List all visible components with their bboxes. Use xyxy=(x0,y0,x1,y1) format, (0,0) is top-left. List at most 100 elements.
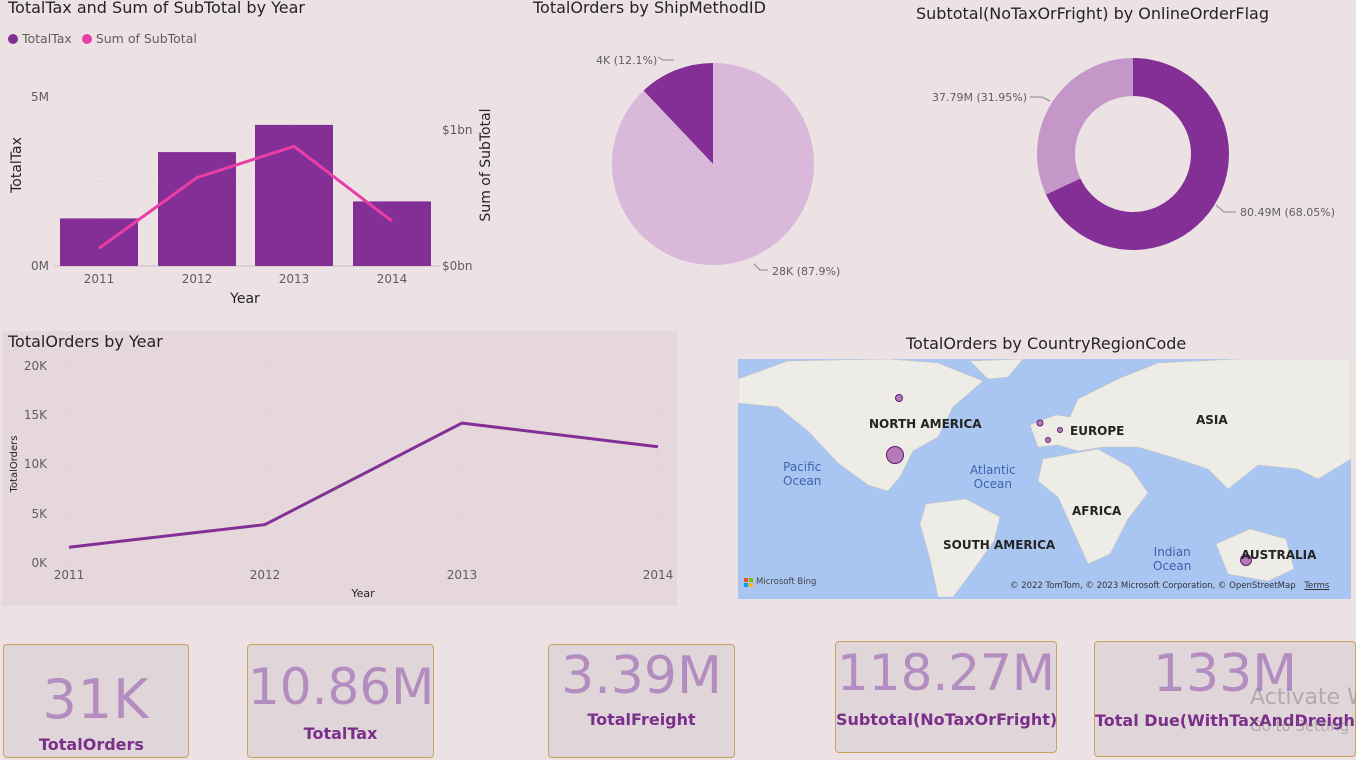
label-pacific-ocean: Pacific Ocean xyxy=(783,460,821,488)
bubble-united-kingdom[interactable] xyxy=(1036,419,1044,427)
bing-logo: Microsoft Bing xyxy=(744,577,816,587)
orders-x-tick-2011: 2011 xyxy=(54,568,85,582)
indian-ocean-line2: Ocean xyxy=(1153,559,1192,573)
orders-line-chart[interactable]: 20K 15K 10K 5K 0K TotalOrders 2011 2012 … xyxy=(0,330,680,606)
south-america-shape xyxy=(919,498,1001,598)
card-total-tax-value: 10.86M xyxy=(248,658,434,716)
online-slice-small[interactable] xyxy=(1037,58,1133,195)
ship-leader-small xyxy=(657,56,674,61)
bubble-australia[interactable] xyxy=(1240,554,1252,566)
eurasia-shape xyxy=(1029,359,1351,490)
label-south-america: SOUTH AMERICA xyxy=(943,538,1056,552)
atlantic-ocean-line2: Ocean xyxy=(973,477,1013,491)
tax-chart-title: TotalTax and Sum of SubTotal by Year xyxy=(8,0,306,17)
online-label-large: 80.49M (68.05%) xyxy=(1240,206,1335,219)
country-map[interactable]: NORTH AMERICA EUROPE ASIA AFRICA SOUTH A… xyxy=(738,359,1351,599)
card-total-due-label: Total Due(WithTaxAndDreight) xyxy=(1095,711,1356,730)
tax-x-tick-2012: 2012 xyxy=(182,272,213,286)
card-total-freight-label: TotalFreight xyxy=(587,710,696,729)
orders-x-tick-2013: 2013 xyxy=(447,568,478,582)
online-leader-large xyxy=(1215,204,1236,213)
tax-x-tick-2011: 2011 xyxy=(84,272,115,286)
card-total-due-value: 133M xyxy=(1152,644,1298,704)
tax-x-tick-2013: 2013 xyxy=(279,272,310,286)
microsoft-logo-icon xyxy=(744,577,753,587)
map-title: TotalOrders by CountryRegionCode xyxy=(906,334,1187,353)
online-chart-title: Subtotal(NoTaxOrFright) by OnlineOrderFl… xyxy=(916,4,1269,23)
label-atlantic-ocean: Atlantic Ocean xyxy=(970,463,1016,491)
card-total-tax[interactable]: 10.86M TotalTax xyxy=(247,644,434,758)
card-total-due[interactable]: 133M Total Due(WithTaxAndDreight) xyxy=(1094,641,1356,757)
tax-x-tick-2014: 2014 xyxy=(377,272,408,286)
indian-ocean-line1: Indian xyxy=(1153,545,1191,559)
map-terms-link[interactable]: Terms xyxy=(1304,581,1330,591)
atlantic-ocean-line1: Atlantic xyxy=(970,463,1016,477)
legend-totaltax-marker xyxy=(8,33,18,44)
tax-y-axis-label: TotalTax xyxy=(9,137,25,194)
map-landmass xyxy=(738,359,1351,598)
label-australia: AUSTRALIA xyxy=(1241,548,1317,562)
orders-chart-panel xyxy=(2,331,677,606)
activation-watermark-line2: Go to Setting xyxy=(1250,717,1350,735)
north-america-shape xyxy=(738,359,984,492)
bing-logo-text: Microsoft Bing xyxy=(756,577,817,587)
orders-y-tick-5k: 5K xyxy=(31,507,48,521)
label-indian-ocean: Indian Ocean xyxy=(1153,545,1191,573)
card-total-freight-value: 3.39M xyxy=(561,646,722,706)
label-europe: EUROPE xyxy=(1070,424,1125,438)
card-total-orders[interactable]: 31K TotalOrders xyxy=(3,644,189,758)
activation-watermark-line1: Activate W xyxy=(1250,685,1356,710)
ship-leader-large xyxy=(753,263,768,271)
map-attribution: © 2022 TomTom, © 2023 Microsoft Corporat… xyxy=(1010,581,1329,591)
right-tick-0bn: $0bn xyxy=(442,259,473,273)
ship-label-small: 4K (12.1%) xyxy=(596,54,657,67)
legend-totaltax-label: TotalTax xyxy=(22,31,72,46)
bubble-united-states[interactable] xyxy=(886,446,904,464)
tax-bar-2011[interactable] xyxy=(60,218,138,266)
africa-shape xyxy=(1037,448,1149,565)
bubble-france[interactable] xyxy=(1045,437,1051,443)
ship-slice-small[interactable] xyxy=(643,63,713,164)
tax-chart-legend: TotalTax Sum of SubTotal xyxy=(8,31,197,46)
card-total-freight[interactable]: 3.39M TotalFreight xyxy=(548,644,735,758)
orders-y-tick-20k: 20K xyxy=(24,359,48,373)
tax-bar-2012[interactable] xyxy=(158,152,236,266)
orders-x-axis-label: Year xyxy=(350,587,375,600)
card-subtotal-value: 118.27M xyxy=(836,644,1056,702)
online-leader-small xyxy=(1030,96,1051,102)
orders-x-tick-2012: 2012 xyxy=(250,568,281,582)
subtotal-y-axis-label: Sum of SubTotal xyxy=(478,108,494,221)
orders-y-axis-label: TotalOrders xyxy=(9,436,20,494)
ship-slice-large[interactable] xyxy=(612,63,814,265)
tax-bar-2013[interactable] xyxy=(255,124,333,267)
ship-method-pie-chart[interactable]: 4K (12.1%) 28K (87.9%) xyxy=(560,40,880,290)
card-total-tax-label: TotalTax xyxy=(303,724,378,743)
label-north-america: NORTH AMERICA xyxy=(869,417,982,431)
left-tick-5m: 5M xyxy=(31,90,49,104)
orders-y-tick-0k: 0K xyxy=(31,556,48,570)
ship-chart-title: TotalOrders by ShipMethodID xyxy=(533,0,766,17)
online-slice-large[interactable] xyxy=(1046,58,1229,250)
bubble-canada[interactable] xyxy=(895,394,903,402)
tax-subtotal-combo-chart[interactable]: 5M 0M $1bn $0bn TotalTax Sum of SubTotal… xyxy=(0,0,520,320)
bubble-germany[interactable] xyxy=(1057,427,1063,433)
right-tick-1bn: $1bn xyxy=(442,123,473,137)
subtotal-series-line[interactable] xyxy=(98,144,393,250)
card-subtotal-label: Subtotal(NoTaxOrFright) xyxy=(836,710,1057,729)
orders-y-tick-10k: 10K xyxy=(24,457,48,471)
orders-y-tick-15k: 15K xyxy=(24,408,48,422)
tax-bar-2014[interactable] xyxy=(353,201,431,266)
online-flag-donut-chart[interactable]: 37.79M (31.95%) 80.49M (68.05%) xyxy=(920,40,1356,290)
orders-chart-gridlines xyxy=(54,365,670,564)
pacific-ocean-line1: Pacific xyxy=(783,460,822,474)
label-asia: ASIA xyxy=(1196,413,1228,427)
online-label-small: 37.79M (31.95%) xyxy=(932,91,1027,104)
legend-subtotal-label: Sum of SubTotal xyxy=(95,31,197,46)
orders-chart-title: TotalOrders by Year xyxy=(8,332,163,351)
orders-series-line[interactable] xyxy=(68,421,659,549)
left-tick-0m: 0M xyxy=(31,259,49,273)
card-subtotal[interactable]: 118.27M Subtotal(NoTaxOrFright) xyxy=(835,641,1057,753)
greenland-shape xyxy=(969,359,1024,380)
australia-shape xyxy=(1215,528,1295,582)
ship-label-large: 28K (87.9%) xyxy=(772,265,840,278)
